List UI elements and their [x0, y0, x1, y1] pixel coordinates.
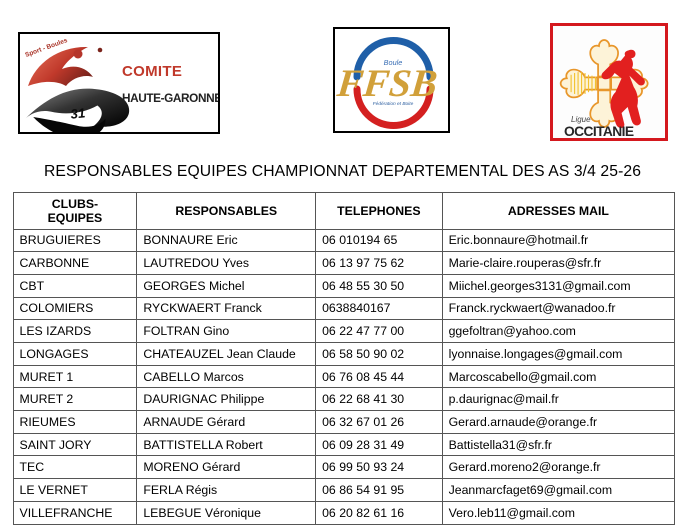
svg-text:31: 31 — [70, 105, 86, 121]
svg-text:Ligue: Ligue — [571, 115, 591, 124]
svg-text:COMITE: COMITE — [122, 63, 182, 80]
svg-text:OCCITANIE: OCCITANIE — [564, 124, 634, 139]
svg-text:FFSB: FFSB — [335, 62, 439, 105]
svg-text:HAUTE-GARONNE: HAUTE-GARONNE — [122, 91, 220, 105]
